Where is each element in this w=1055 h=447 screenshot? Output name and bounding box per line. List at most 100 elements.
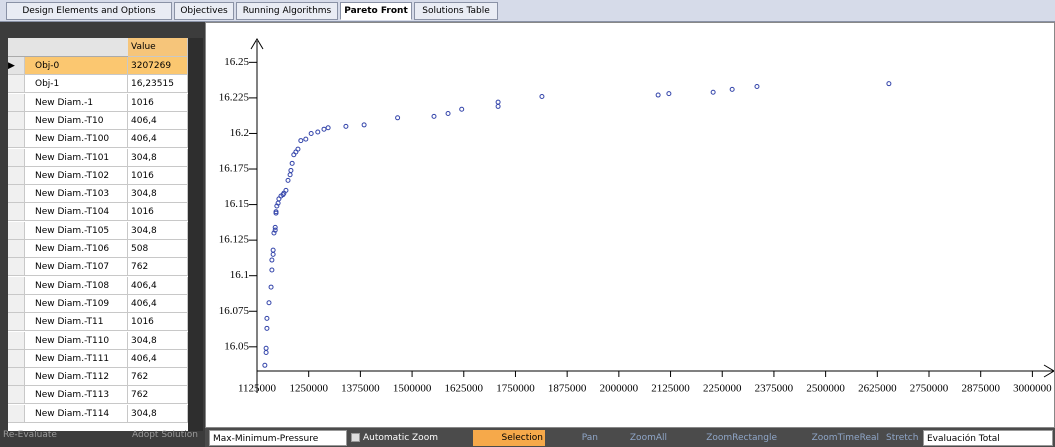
row-value[interactable]: 508 bbox=[128, 240, 188, 258]
row-indicator[interactable] bbox=[8, 258, 25, 277]
row-value[interactable]: 762 bbox=[128, 386, 188, 405]
table-body: ▶ Obj-0 3207269 Obj-1 16,23515 New Diam.-1 101… bbox=[8, 57, 188, 431]
pareto-point bbox=[395, 115, 401, 121]
checkbox-label[interactable]: Automatic Zoom bbox=[363, 433, 438, 443]
row-name[interactable]: New Diam.-T100 bbox=[25, 130, 128, 149]
scrollbar[interactable] bbox=[188, 38, 203, 431]
row-indicator[interactable] bbox=[8, 368, 25, 387]
row-indicator[interactable] bbox=[8, 349, 25, 368]
pareto-point bbox=[655, 92, 661, 98]
evaluation-dropdown[interactable]: Evaluación Total bbox=[923, 430, 1053, 446]
left-button[interactable]: Re-Evaluate bbox=[3, 430, 57, 440]
y-tick-label: 16.175 bbox=[219, 163, 250, 175]
row-value[interactable]: 1016 bbox=[128, 166, 188, 185]
row-name[interactable]: New Diam.-T114 bbox=[25, 404, 128, 423]
x-arrow bbox=[1043, 364, 1054, 378]
row-name[interactable]: New Diam.-T104 bbox=[25, 203, 128, 222]
tool-button[interactable]: Selection bbox=[473, 430, 545, 446]
row-value[interactable]: 406,4 bbox=[128, 111, 188, 130]
x-tick-label: 2625000 bbox=[858, 383, 897, 395]
row-indicator[interactable] bbox=[8, 221, 25, 240]
row-indicator[interactable] bbox=[8, 404, 25, 423]
row-value[interactable]: 762 bbox=[128, 368, 188, 387]
row-value[interactable]: 3207269 bbox=[128, 57, 188, 75]
row-value[interactable]: 406,4 bbox=[128, 276, 188, 295]
row-name[interactable]: New Diam.-T102 bbox=[25, 166, 128, 185]
chart-canvas: 16.05 16.075 16.1 16.125 16.15 16.175 16.2 16.2… bbox=[219, 38, 1054, 395]
row-value[interactable]: 304,8 bbox=[128, 331, 188, 350]
row-indicator[interactable] bbox=[8, 75, 25, 94]
tool-button[interactable]: ZoomRectangle bbox=[706, 433, 777, 443]
row-name[interactable]: New Diam.-T112 bbox=[25, 368, 128, 387]
tab[interactable]: Objectives bbox=[174, 2, 234, 20]
row-value[interactable]: 304,8 bbox=[128, 148, 188, 167]
value-header[interactable]: Value bbox=[128, 38, 188, 57]
row-value[interactable]: 304,8 bbox=[128, 185, 188, 204]
tool-button[interactable]: Stretch bbox=[886, 433, 919, 443]
tool-button[interactable]: ZoomTimeReal bbox=[811, 433, 879, 443]
tool-button[interactable]: Pan bbox=[581, 433, 598, 443]
row-value[interactable]: 1016 bbox=[128, 203, 188, 222]
row-indicator[interactable] bbox=[8, 185, 25, 204]
solution-panel: Value ▶ Obj-0 3207269 Obj-1 16,23515 New Diam… bbox=[0, 22, 205, 447]
pareto-point bbox=[273, 209, 279, 215]
pareto-point bbox=[295, 146, 301, 152]
row-name[interactable]: New Diam.-T103 bbox=[25, 185, 128, 204]
row-name[interactable]: New Diam.-T11 bbox=[25, 313, 128, 332]
row-value[interactable]: 406,4 bbox=[128, 349, 188, 368]
row-indicator[interactable] bbox=[8, 313, 25, 332]
checkbox[interactable] bbox=[351, 433, 360, 442]
row-indicator[interactable] bbox=[8, 203, 25, 222]
row-name[interactable]: New Diam.-T110 bbox=[25, 331, 128, 350]
row-name[interactable]: New Diam.-T106 bbox=[25, 240, 128, 258]
tab[interactable]: Design Elements and Options bbox=[6, 2, 172, 20]
row-name[interactable]: Obj-0 bbox=[25, 57, 128, 75]
pareto-point bbox=[710, 89, 716, 95]
row-indicator[interactable] bbox=[8, 331, 25, 350]
tab[interactable]: Running Algorithms bbox=[236, 2, 338, 20]
row-value[interactable]: 406,4 bbox=[128, 130, 188, 149]
row-name[interactable]: Obj-1 bbox=[25, 75, 128, 94]
row-indicator[interactable] bbox=[8, 240, 25, 258]
x-tick-label: 1625000 bbox=[445, 383, 484, 395]
row-indicator[interactable] bbox=[8, 276, 25, 295]
row-indicator[interactable] bbox=[8, 294, 25, 313]
row-name[interactable]: New Diam.-T113 bbox=[25, 386, 128, 405]
pareto-point bbox=[269, 257, 275, 263]
row-indicator[interactable] bbox=[8, 386, 25, 405]
row-value[interactable]: 1016 bbox=[128, 313, 188, 332]
row-indicator[interactable] bbox=[8, 148, 25, 167]
row-name[interactable]: New Diam.-T109 bbox=[25, 294, 128, 313]
row-indicator[interactable] bbox=[8, 130, 25, 149]
pareto-point bbox=[288, 167, 294, 173]
pareto-point bbox=[263, 345, 269, 351]
tool-button[interactable]: ZoomAll bbox=[629, 433, 667, 443]
row-value[interactable]: 304,8 bbox=[128, 221, 188, 240]
y-tick-label: 16.15 bbox=[224, 198, 249, 210]
row-value[interactable]: 762 bbox=[128, 258, 188, 277]
row-name[interactable]: New Diam.-T105 bbox=[25, 221, 128, 240]
row-value[interactable]: 1016 bbox=[128, 93, 188, 112]
pareto-point bbox=[886, 81, 892, 87]
tab[interactable]: Solutions Table bbox=[414, 2, 498, 20]
pareto-point bbox=[666, 91, 672, 97]
row-name[interactable]: New Diam.-1 bbox=[25, 93, 128, 112]
row-indicator[interactable] bbox=[8, 166, 25, 185]
row-name[interactable]: New Diam.-T107 bbox=[25, 258, 128, 277]
objective-dropdown[interactable]: Max-Minimum-Pressure bbox=[209, 430, 347, 446]
row-value[interactable]: 16,23515 bbox=[128, 75, 188, 94]
row-value[interactable]: 304,8 bbox=[128, 404, 188, 423]
row-indicator[interactable] bbox=[8, 93, 25, 112]
row-name[interactable]: New Diam.-T111 bbox=[25, 349, 128, 368]
row-name[interactable]: New Diam.-T10 bbox=[25, 111, 128, 130]
row-value[interactable]: 406,4 bbox=[128, 294, 188, 313]
tab[interactable]: Pareto Front bbox=[340, 2, 412, 20]
x-tick-label: 2125000 bbox=[651, 383, 690, 395]
row-name[interactable]: New Diam.-T101 bbox=[25, 148, 128, 167]
row-indicator[interactable]: ▶ bbox=[8, 57, 25, 75]
pareto-point bbox=[459, 106, 465, 112]
row-indicator[interactable] bbox=[8, 111, 25, 130]
left-button[interactable]: Adopt Solution bbox=[132, 430, 198, 440]
row-name[interactable]: New Diam.-T108 bbox=[25, 276, 128, 295]
